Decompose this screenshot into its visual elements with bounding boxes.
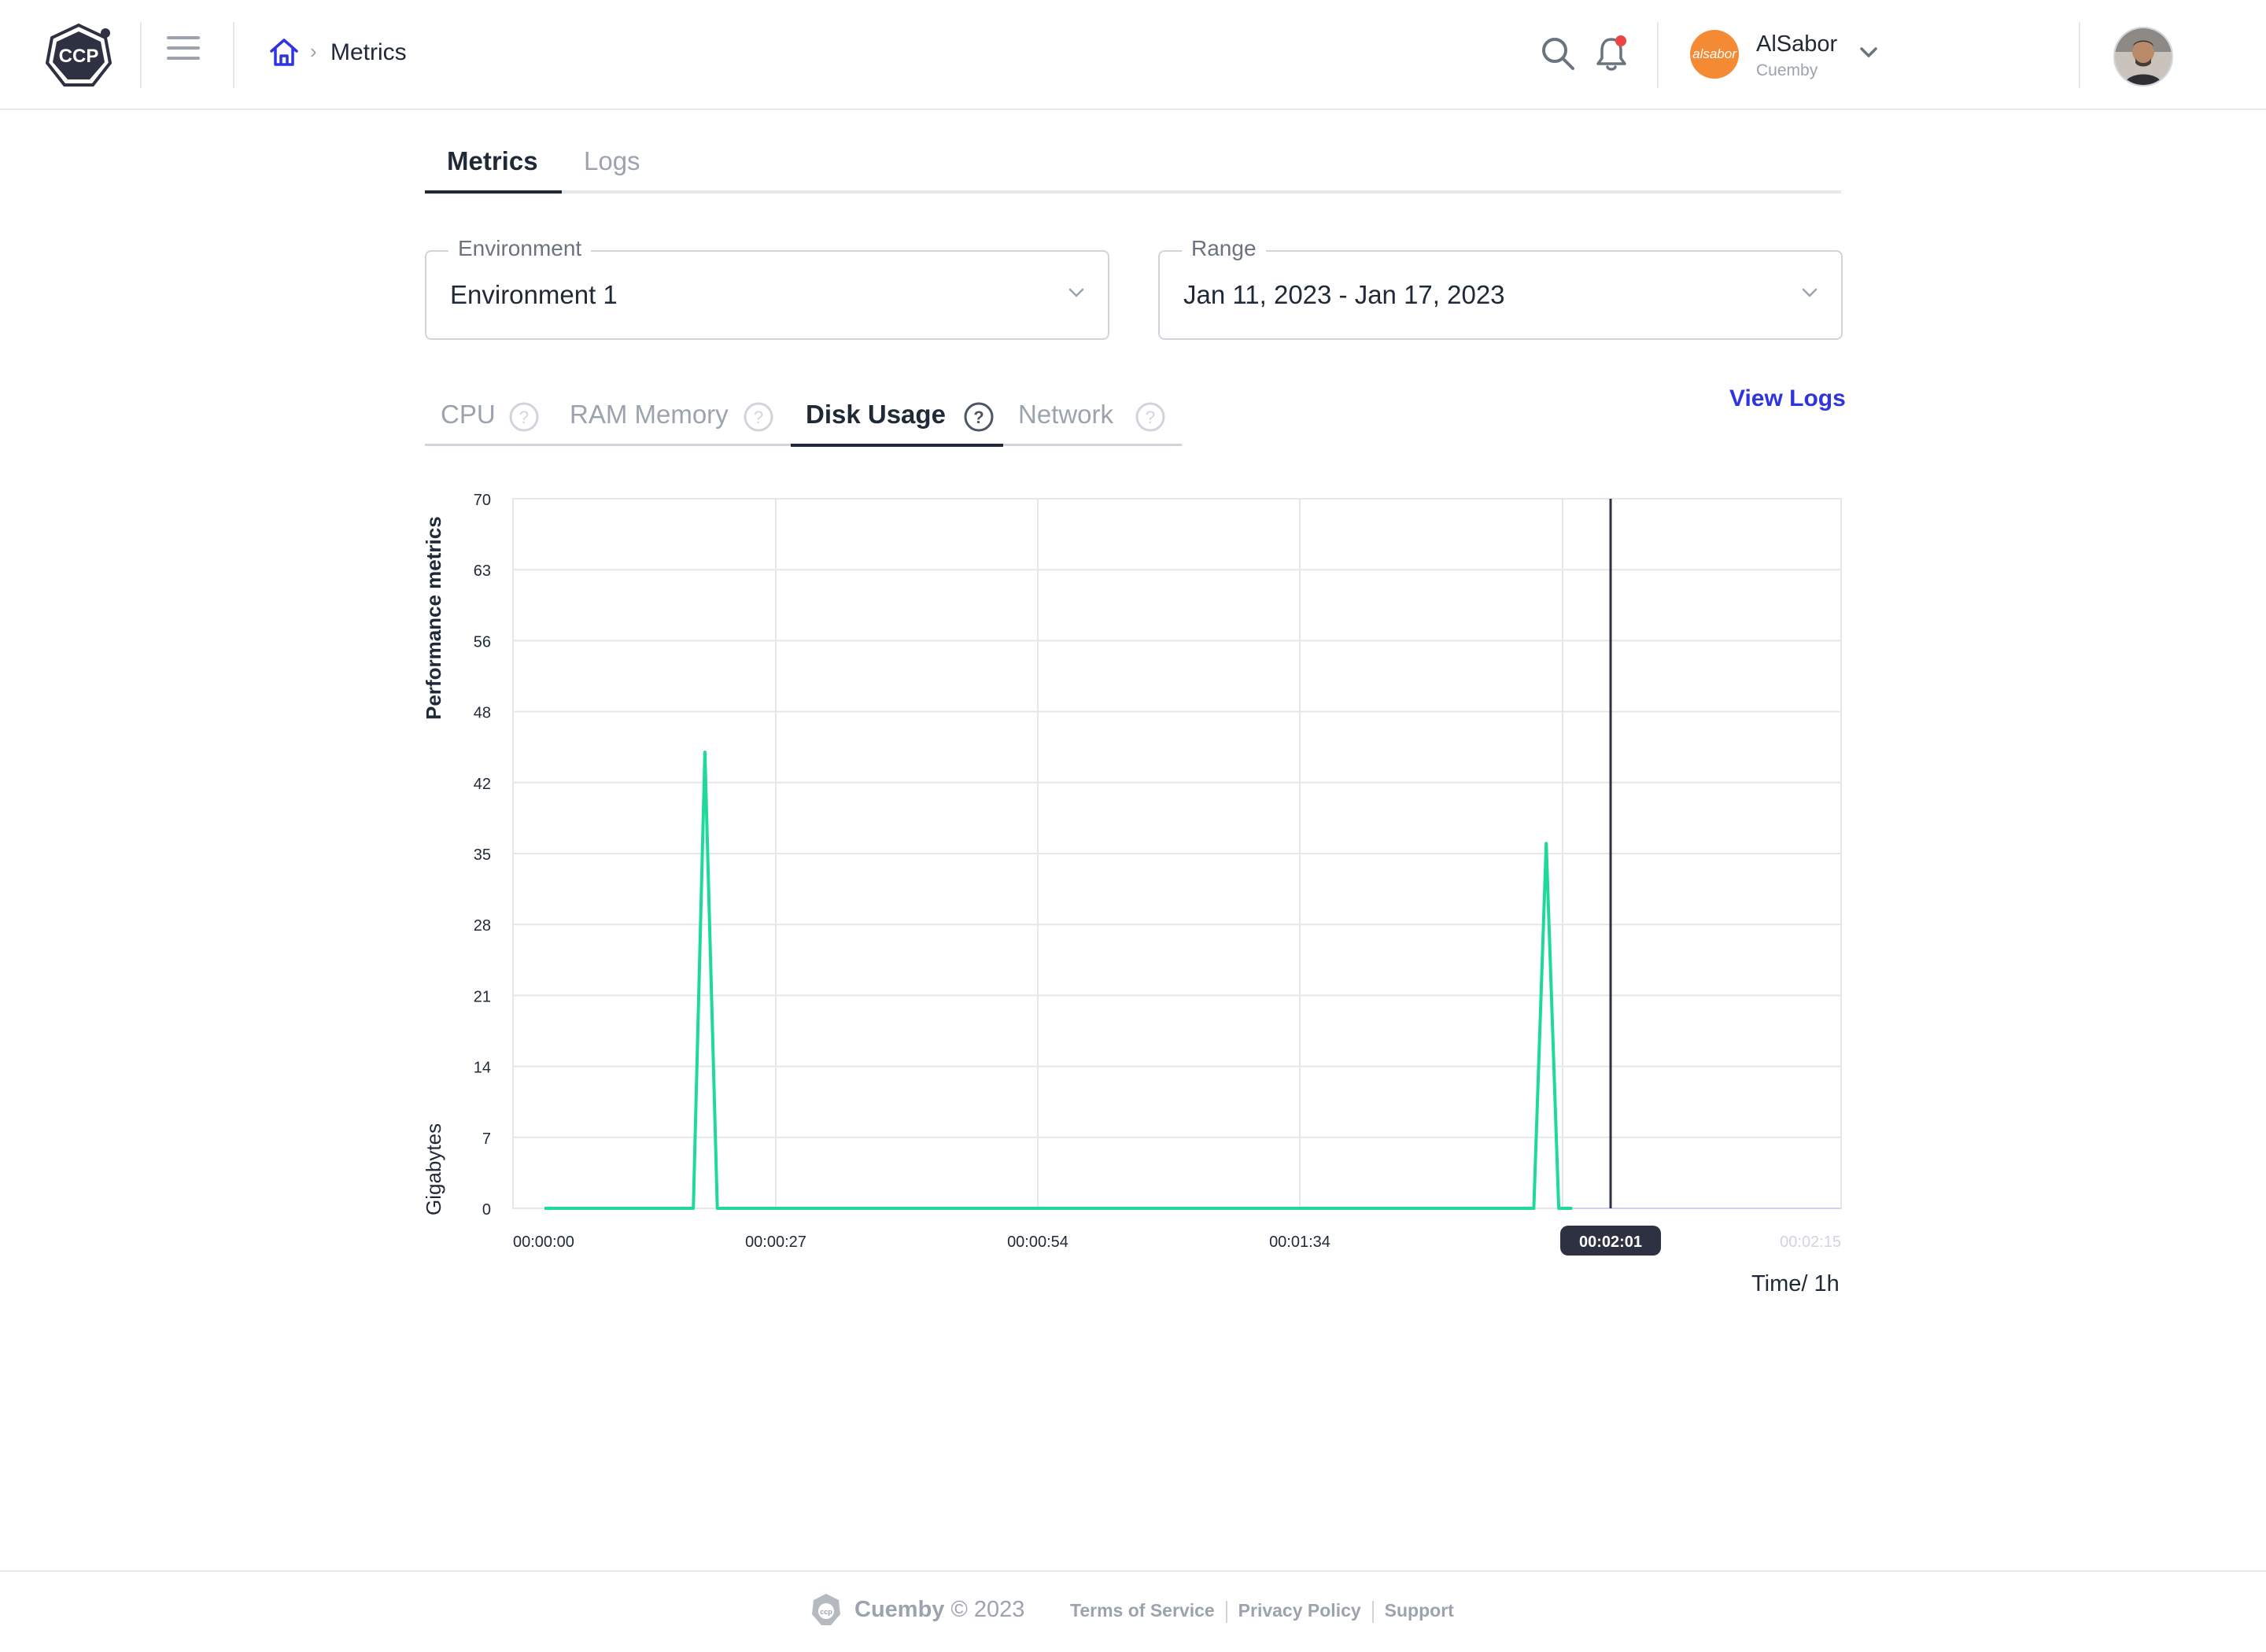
x-tick-label: 00:00:27 — [745, 1233, 806, 1251]
header-divider — [2079, 22, 2080, 88]
chevron-down-icon[interactable] — [1858, 44, 1879, 60]
footer-copyright: © 2023 — [950, 1597, 1025, 1622]
y-tick-label: 48 — [474, 705, 491, 722]
tab-cpu-label: CPU — [441, 400, 496, 429]
privacy-policy-link[interactable]: Privacy Policy — [1238, 1600, 1361, 1621]
hamburger-menu-icon[interactable] — [167, 36, 200, 68]
header-divider — [233, 22, 234, 88]
footer-brand: Cuemby © 2023 — [854, 1597, 1024, 1623]
breadcrumb-chevron-icon: › — [310, 39, 317, 63]
range-legend: Range — [1182, 236, 1266, 261]
y-tick-label: 7 — [482, 1130, 491, 1148]
chart-series — [544, 750, 1841, 1210]
footer-links: Terms of Service Privacy Policy Support — [1070, 1600, 1454, 1623]
tab-metrics[interactable]: Metrics — [447, 146, 538, 175]
help-icon[interactable]: ? — [743, 401, 774, 433]
y-tick-label: 35 — [474, 846, 491, 864]
x-tick-label: 00:00:54 — [1007, 1233, 1068, 1251]
search-icon[interactable] — [1539, 35, 1577, 72]
chevron-down-icon — [1802, 288, 1818, 297]
svg-text:CCP: CCP — [59, 46, 99, 67]
y-tick-label: 42 — [474, 776, 491, 793]
ccp-logo[interactable]: CCP — [44, 22, 113, 88]
cursor-badge — [1560, 1226, 1662, 1256]
page-tabs: Metrics Logs — [425, 140, 1841, 194]
cuemby-logo-icon: ccp — [812, 1594, 840, 1625]
footer — [0, 1570, 2266, 1652]
metric-tabs: CPU ? RAM Memory ? Disk Usage ? Network … — [425, 389, 1182, 447]
y-tick-label: 0 — [482, 1201, 491, 1219]
tab-network-label: Network — [1018, 400, 1114, 429]
organization-subtitle: Cuemby — [1756, 61, 1818, 79]
organization-avatar[interactable]: alsabor — [1690, 30, 1739, 79]
breadcrumb-current: Metrics — [330, 39, 407, 65]
notification-bell-icon[interactable] — [1592, 33, 1630, 74]
tab-disk-usage-label: Disk Usage — [806, 400, 946, 429]
x-axis-label: Time/ 1h — [1751, 1271, 1840, 1296]
chart-grid — [512, 498, 1842, 1209]
environment-value: Environment 1 — [450, 280, 618, 309]
disk-usage-line — [544, 750, 1573, 1210]
active-metric-tab-indicator — [791, 444, 1003, 447]
y-tick-label: 21 — [474, 988, 491, 1005]
header-divider — [1657, 22, 1659, 88]
cursor-label: 00:02:01 — [1579, 1233, 1642, 1251]
y-tick-label: 70 — [474, 492, 491, 509]
footer-link-divider — [1225, 1600, 1227, 1623]
chevron-down-icon — [1068, 288, 1084, 297]
tab-ram-memory-label: RAM Memory — [570, 400, 729, 429]
svg-text:?: ? — [1146, 407, 1155, 427]
svg-text:?: ? — [754, 407, 763, 427]
terms-of-service-link[interactable]: Terms of Service — [1070, 1600, 1215, 1621]
organization-name[interactable]: AlSabor — [1756, 31, 1838, 57]
view-logs-link[interactable]: View Logs — [1729, 385, 1846, 411]
y-tick-label: 63 — [474, 562, 491, 580]
footer-brand-name: Cuemby — [854, 1597, 945, 1622]
help-icon[interactable]: ? — [508, 401, 540, 433]
footer-link-divider — [1371, 1600, 1374, 1623]
svg-text:ccp: ccp — [820, 1608, 832, 1616]
help-icon[interactable]: ? — [1135, 401, 1166, 433]
tab-logs[interactable]: Logs — [584, 146, 640, 175]
svg-text:?: ? — [519, 407, 529, 427]
y-tick-label: 14 — [474, 1060, 491, 1077]
x-tick-label: 00:02:15 — [1780, 1233, 1841, 1251]
y-tick-label: 56 — [474, 633, 491, 651]
home-icon[interactable] — [268, 36, 301, 69]
svg-text:?: ? — [973, 407, 984, 427]
range-select[interactable]: Range Jan 11, 2023 - Jan 17, 2023 — [1158, 236, 1843, 340]
chart-cursor[interactable]: 00:02:01 — [1560, 499, 1662, 1256]
x-tick-label: 00:01:34 — [1269, 1233, 1330, 1251]
range-value: Jan 11, 2023 - Jan 17, 2023 — [1183, 280, 1505, 309]
environment-select[interactable]: Environment Environment 1 — [425, 236, 1109, 340]
x-tick-label: 00:00:00 — [513, 1233, 574, 1251]
support-link[interactable]: Support — [1384, 1600, 1454, 1621]
help-icon[interactable]: ? — [963, 401, 995, 433]
top-navigation-bar: CCP › Metrics alsabor AlSabor Cuemby — [0, 0, 2266, 110]
y-tick-label: 28 — [474, 917, 491, 935]
header-divider — [140, 22, 142, 88]
active-tab-indicator — [425, 190, 562, 194]
environment-legend: Environment — [448, 236, 592, 261]
